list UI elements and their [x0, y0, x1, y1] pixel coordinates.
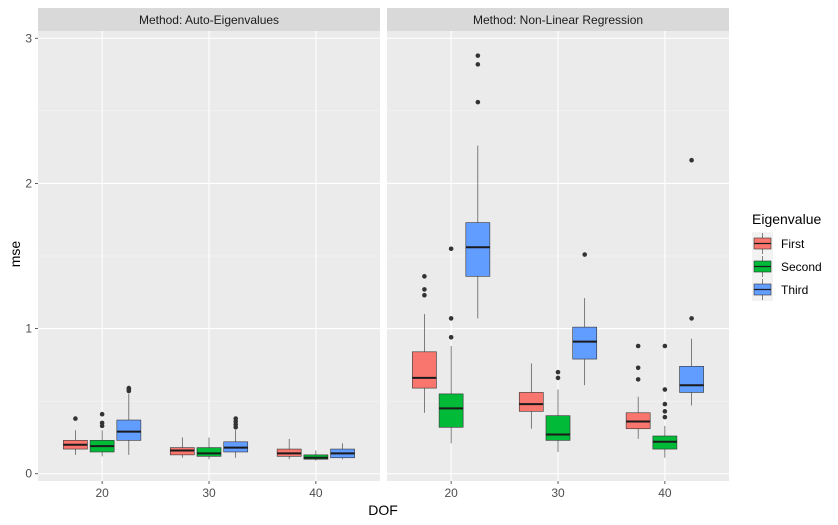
box-second-dof-20	[438, 246, 464, 444]
x-tick-label: 20	[444, 486, 458, 500]
legend-label: Second	[781, 260, 822, 274]
box-outlier-point	[662, 401, 668, 407]
box-outlier-point	[422, 274, 427, 279]
box-second-dof-20	[89, 411, 115, 457]
box-outlier-point	[662, 409, 668, 414]
box-outlier-point	[99, 411, 105, 417]
legend-title: Eigenvalue	[752, 211, 821, 227]
box-second-dof-40	[652, 343, 678, 458]
y-tick-label: 2	[25, 176, 32, 190]
box-outlier-point	[662, 343, 668, 349]
x-tick-label: 40	[309, 486, 323, 500]
box-third-dof-20	[116, 385, 142, 455]
box-outlier-point	[475, 99, 481, 105]
box-body	[412, 351, 437, 389]
box-body	[196, 447, 222, 457]
x-tick-label: 30	[202, 486, 216, 500]
box-first-dof-30	[169, 437, 195, 458]
box-body	[545, 415, 571, 441]
box-outlier-point	[448, 246, 454, 252]
x-tick-label: 20	[95, 486, 109, 500]
box-outlier-point	[233, 416, 239, 421]
facet-strip-label: Method: Non-Linear Regression	[473, 13, 643, 27]
legend-key-second: Second	[752, 255, 822, 278]
box-third-dof-20	[465, 53, 491, 319]
box-outlier-point	[635, 365, 641, 371]
legend-label: Third	[781, 283, 808, 297]
y-tick-label: 3	[25, 31, 32, 45]
box-outlier-point	[422, 292, 427, 298]
box-third-dof-40	[679, 157, 704, 406]
box-outlier-point	[99, 420, 105, 426]
box-body	[116, 419, 142, 441]
box-outlier-point	[555, 369, 561, 375]
box-outlier-point	[475, 62, 481, 67]
box-outlier-point	[689, 316, 694, 321]
box-third-dof-40	[330, 443, 355, 460]
box-outlier-point	[662, 387, 668, 392]
box-outlier-point	[635, 343, 641, 349]
facet-strip	[387, 8, 729, 31]
box-body	[572, 326, 598, 360]
box-outlier-point	[126, 385, 132, 391]
legend: Eigenvalue First Second Third	[752, 211, 822, 301]
facet-panel: Method: Auto-Eigenvalues 20 30 40	[38, 8, 380, 500]
box-outlier-point	[448, 316, 454, 321]
box-outlier-point	[555, 375, 561, 381]
box-outlier-point	[73, 416, 78, 421]
x-tick-label: 30	[551, 486, 565, 500]
box-third-dof-30	[572, 252, 598, 386]
box-second-dof-30	[545, 369, 571, 452]
box-first-dof-30	[518, 363, 544, 429]
box-outlier-point	[448, 334, 454, 340]
box-first-dof-40	[625, 343, 651, 439]
box-second-dof-30	[196, 437, 222, 460]
legend-label: First	[781, 237, 805, 251]
box-third-dof-30	[223, 416, 249, 458]
box-first-dof-20	[63, 416, 88, 455]
y-tick-label: 1	[25, 322, 32, 336]
facet-strip-label: Method: Auto-Eigenvalues	[139, 13, 279, 27]
facet-panel: Method: Non-Linear Regression 20 30 40	[387, 8, 729, 500]
box-outlier-point	[422, 287, 427, 292]
box-second-dof-40	[303, 450, 329, 461]
y-axis: 0 1 2 3	[25, 31, 38, 481]
box-outlier-point	[689, 157, 694, 163]
legend-key-third: Third	[752, 278, 808, 301]
facet-strip	[38, 8, 380, 31]
y-tick-label: 0	[25, 467, 32, 481]
box-first-dof-40	[276, 438, 302, 460]
box-outlier-point	[662, 414, 668, 420]
box-body	[518, 392, 544, 412]
box-outlier-point	[635, 377, 641, 382]
box-outlier-point	[582, 252, 588, 257]
box-body	[465, 222, 491, 277]
box-body	[438, 393, 464, 428]
legend-key-first: First	[752, 232, 805, 255]
box-first-dof-20	[412, 274, 437, 413]
y-axis-title: mse	[7, 241, 23, 268]
x-axis-title: DOF	[368, 502, 398, 518]
box-outlier-point	[475, 53, 481, 58]
box-body	[679, 366, 704, 393]
x-tick-label: 40	[658, 486, 672, 500]
